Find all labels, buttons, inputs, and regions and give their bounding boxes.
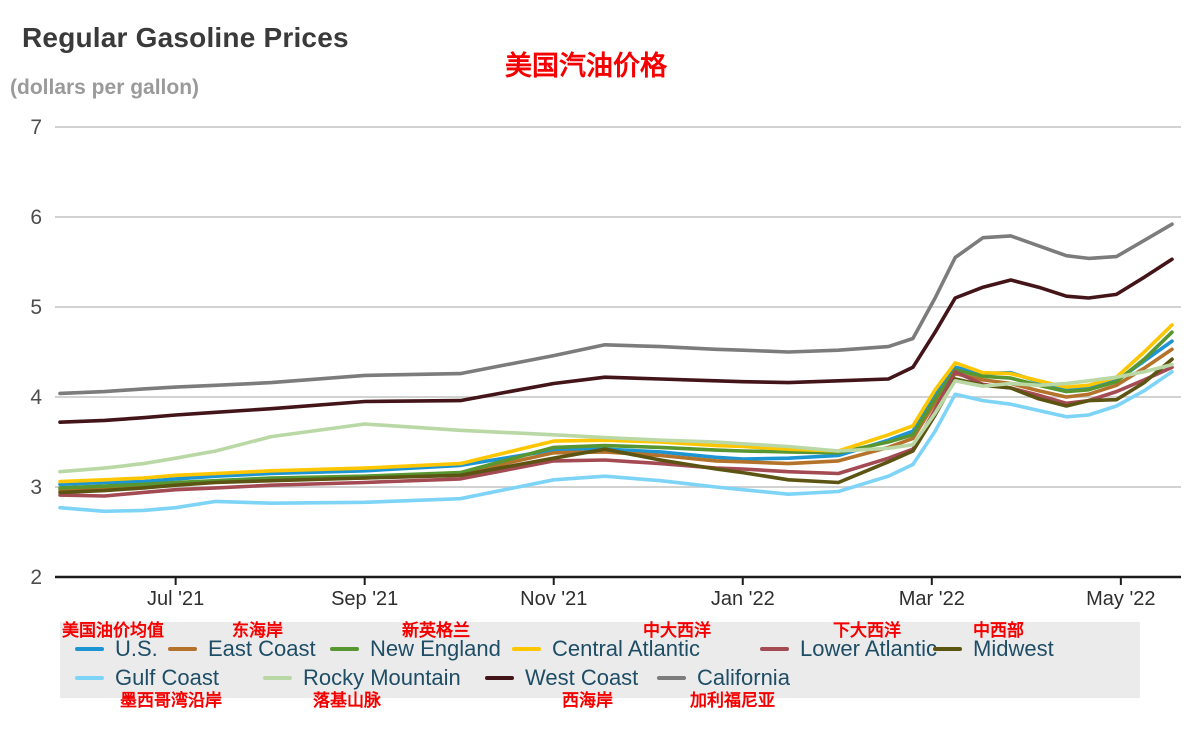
annotation-zh-gulf_coast: 墨西哥湾沿岸 bbox=[120, 691, 222, 710]
series-line-gulf_coast bbox=[58, 369, 1174, 514]
legend bbox=[60, 622, 1140, 698]
annotation-zh-central_atlantic: 中大西洋 bbox=[643, 621, 711, 640]
x-tick-label-0: Jul '21 bbox=[147, 588, 204, 610]
legend-label-east_coast: East Coast bbox=[208, 636, 316, 661]
legend-label-midwest: Midwest bbox=[973, 636, 1054, 661]
y-tick-label-2: 2 bbox=[30, 566, 42, 589]
legend-swatch-lower_atlantic bbox=[760, 646, 789, 652]
page-title-chinese: 美国汽油价格 bbox=[505, 51, 667, 81]
series-line-new_england bbox=[58, 330, 1174, 490]
legend-item-new_england[interactable]: New England bbox=[330, 637, 501, 661]
annotation-zh-rocky_mountain: 落基山脉 bbox=[313, 691, 381, 710]
series-line-lower_atlantic bbox=[58, 365, 1174, 498]
annotation-zh-us: 美国油价均值 bbox=[62, 621, 164, 640]
series-line-east_coast bbox=[58, 347, 1174, 492]
legend-label-new_england: New England bbox=[370, 636, 501, 661]
legend-item-rocky_mountain[interactable]: Rocky Mountain bbox=[263, 666, 461, 690]
legend-label-central_atlantic: Central Atlantic bbox=[552, 636, 700, 661]
x-tick-label-3: Jan '22 bbox=[711, 588, 775, 610]
legend-item-us[interactable]: U.S. bbox=[75, 637, 158, 661]
legend-item-midwest[interactable]: Midwest bbox=[933, 637, 1054, 661]
legend-label-california: California bbox=[697, 665, 790, 690]
legend-swatch-new_england bbox=[330, 646, 359, 652]
x-tick-label-2: Nov '21 bbox=[520, 588, 587, 610]
legend-swatch-california bbox=[657, 675, 686, 681]
x-tick-label-5: May '22 bbox=[1086, 588, 1155, 610]
legend-swatch-east_coast bbox=[168, 646, 197, 652]
legend-swatch-gulf_coast bbox=[75, 675, 104, 681]
legend-item-east_coast[interactable]: East Coast bbox=[168, 637, 316, 661]
annotation-zh-midwest: 中西部 bbox=[973, 621, 1024, 640]
y-tick-label-4: 4 bbox=[30, 386, 42, 409]
legend-label-us: U.S. bbox=[115, 636, 158, 661]
y-tick-label-6: 6 bbox=[30, 206, 42, 229]
series-line-us bbox=[58, 339, 1174, 487]
legend-label-west_coast: West Coast bbox=[525, 665, 639, 690]
legend-label-rocky_mountain: Rocky Mountain bbox=[303, 665, 461, 690]
y-tick-label-3: 3 bbox=[30, 476, 42, 499]
series-line-california bbox=[58, 222, 1174, 396]
legend-item-california[interactable]: California bbox=[657, 666, 790, 690]
annotation-zh-west_coast: 西海岸 bbox=[562, 691, 613, 710]
legend-swatch-us bbox=[75, 646, 104, 652]
legend-swatch-midwest bbox=[933, 646, 962, 652]
legend-label-lower_atlantic: Lower Atlantic bbox=[800, 636, 937, 661]
series-line-midwest bbox=[58, 357, 1174, 495]
legend-item-central_atlantic[interactable]: Central Atlantic bbox=[512, 637, 700, 661]
annotation-zh-california: 加利福尼亚 bbox=[690, 691, 775, 710]
series-line-rocky_mountain bbox=[58, 362, 1174, 474]
annotation-zh-lower_atlantic: 下大西洋 bbox=[833, 621, 901, 640]
y-axis-unit-label: (dollars per gallon) bbox=[10, 76, 200, 99]
y-tick-label-5: 5 bbox=[30, 296, 42, 319]
x-tick-label-1: Sep '21 bbox=[331, 588, 398, 610]
page-title: Regular Gasoline Prices bbox=[22, 22, 349, 53]
legend-label-gulf_coast: Gulf Coast bbox=[115, 665, 219, 690]
legend-item-west_coast[interactable]: West Coast bbox=[485, 666, 638, 690]
legend-swatch-central_atlantic bbox=[512, 646, 541, 652]
annotation-zh-east_coast: 东海岸 bbox=[232, 621, 283, 640]
legend-swatch-west_coast bbox=[485, 675, 514, 681]
legend-item-lower_atlantic[interactable]: Lower Atlantic bbox=[760, 637, 937, 661]
x-tick-label-4: Mar '22 bbox=[899, 588, 965, 610]
legend-item-gulf_coast[interactable]: Gulf Coast bbox=[75, 666, 219, 690]
series-line-west_coast bbox=[58, 257, 1174, 425]
annotation-zh-new_england: 新英格兰 bbox=[402, 621, 470, 640]
legend-swatch-rocky_mountain bbox=[263, 675, 292, 681]
y-tick-label-7: 7 bbox=[30, 116, 42, 139]
